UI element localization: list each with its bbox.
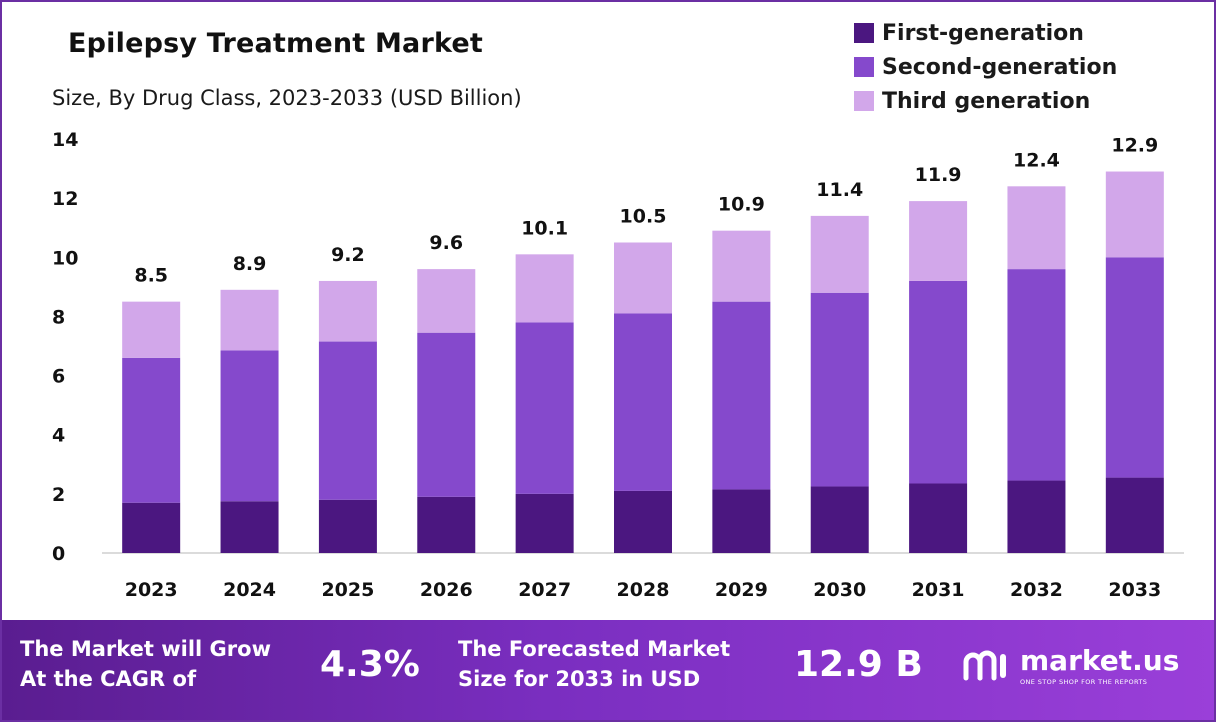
bar-segment-2030-series-1 <box>810 486 869 553</box>
bar-segment-2030-series-3 <box>810 215 869 293</box>
summary-banner: The Market will Grow At the CAGR of 4.3%… <box>2 620 1214 720</box>
total-label-2029: 10.9 <box>718 194 765 216</box>
bar-segment-2023-series-2 <box>122 357 181 503</box>
bar-segment-2024-series-2 <box>220 350 279 502</box>
x-tick-label-2030: 2030 <box>813 579 866 601</box>
bar-segment-2024-series-3 <box>220 289 279 351</box>
bar-segment-2023-series-3 <box>122 301 181 358</box>
legend: First-generation Second-generation Third… <box>854 16 1117 118</box>
stacked-bar-chart: 0 2 4 6 8 10 12 14 8.5 2023 8.9 2024 9.2 2025 9.6 2026 1… <box>52 129 1184 601</box>
bar-segment-2032-series-3 <box>1007 186 1066 270</box>
y-tick-label: 4 <box>52 425 65 447</box>
bar-segment-2033-series-1 <box>1105 477 1164 553</box>
brand-name: market.us <box>1020 644 1180 677</box>
bar-segment-2033-series-3 <box>1105 171 1164 258</box>
brand: market.us ONE STOP SHOP FOR THE REPORTS <box>962 646 1179 686</box>
legend-swatch-third-generation <box>854 91 874 111</box>
bar-segment-2033-series-2 <box>1105 257 1164 478</box>
bar-segment-2026-series-1 <box>417 496 476 553</box>
legend-swatch-first-generation <box>854 23 874 43</box>
bar-segment-2031-series-3 <box>909 201 968 281</box>
bar-segment-2024-series-1 <box>220 501 279 553</box>
bar-segment-2029-series-2 <box>712 301 771 490</box>
brand-text: market.us ONE STOP SHOP FOR THE REPORTS <box>1020 644 1180 687</box>
x-tick-label-2031: 2031 <box>912 579 965 601</box>
legend-swatch-second-generation <box>854 57 874 77</box>
bar-segment-2027-series-3 <box>515 254 574 323</box>
legend-label-second-generation: Second-generation <box>882 54 1118 80</box>
x-tick-label-2032: 2032 <box>1010 579 1063 601</box>
x-tick-label-2029: 2029 <box>715 579 768 601</box>
y-tick-label: 12 <box>52 188 78 210</box>
total-label-2026: 9.6 <box>429 232 463 254</box>
x-tick-label-2024: 2024 <box>223 579 276 601</box>
y-tick-label: 14 <box>52 129 78 151</box>
x-tick-label-2026: 2026 <box>420 579 473 601</box>
x-tick-label-2033: 2033 <box>1108 579 1161 601</box>
bar-segment-2027-series-2 <box>515 322 574 494</box>
total-label-2027: 10.1 <box>521 217 568 239</box>
y-tick-label: 0 <box>52 543 65 565</box>
total-label-2033: 12.9 <box>1111 135 1158 157</box>
bar-segment-2032-series-2 <box>1007 269 1066 481</box>
total-label-2023: 8.5 <box>134 265 168 287</box>
bar-segment-2025-series-1 <box>318 499 377 553</box>
bar-segment-2032-series-1 <box>1007 480 1066 553</box>
bar-segment-2025-series-2 <box>318 341 377 500</box>
y-tick-label: 2 <box>52 484 65 506</box>
bar-segment-2028-series-3 <box>614 242 672 314</box>
cagr-caption-line1: The Market will Grow <box>20 637 271 661</box>
x-tick-label-2027: 2027 <box>518 579 571 601</box>
total-label-2028: 10.5 <box>620 206 667 228</box>
cagr-value: 4.3% <box>320 644 420 685</box>
x-tick-label-2023: 2023 <box>125 579 178 601</box>
bar-segment-2031-series-1 <box>909 483 968 553</box>
bar-segment-2031-series-2 <box>909 280 968 484</box>
chart-subtitle: Size, By Drug Class, 2023-2033 (USD Bill… <box>52 86 522 110</box>
y-tick-label: 8 <box>52 306 65 328</box>
bar-segment-2023-series-1 <box>122 502 181 553</box>
bar-segment-2027-series-1 <box>515 493 574 553</box>
bar-segment-2028-series-2 <box>614 313 672 491</box>
cagr-caption: The Market will Grow At the CAGR of <box>20 634 271 694</box>
legend-item-third-generation: Third generation <box>854 84 1117 118</box>
x-tick-label-2025: 2025 <box>321 579 374 601</box>
total-label-2031: 11.9 <box>915 164 962 186</box>
bar-segment-2028-series-1 <box>614 490 672 553</box>
bar-segment-2029-series-1 <box>712 489 771 553</box>
legend-item-first-generation: First-generation <box>854 16 1117 50</box>
y-tick-label: 10 <box>52 247 78 269</box>
bar-segment-2029-series-3 <box>712 230 771 302</box>
market-us-logo-icon <box>963 650 1006 681</box>
bar-segment-2026-series-3 <box>417 269 476 333</box>
bar-segment-2030-series-2 <box>810 292 869 487</box>
x-tick-label-2028: 2028 <box>617 579 670 601</box>
legend-item-second-generation: Second-generation <box>854 50 1117 84</box>
total-label-2032: 12.4 <box>1013 149 1060 171</box>
bar-segment-2025-series-3 <box>318 280 377 342</box>
chart-title: Epilepsy Treatment Market <box>68 28 484 59</box>
total-label-2030: 11.4 <box>816 179 863 201</box>
forecast-caption-line1: The Forecasted Market <box>458 637 731 661</box>
legend-label-third-generation: Third generation <box>882 88 1091 114</box>
total-label-2024: 8.9 <box>233 253 267 275</box>
bar-segment-2026-series-2 <box>417 332 476 497</box>
total-label-2025: 9.2 <box>331 244 365 266</box>
y-tick-label: 6 <box>52 366 65 388</box>
forecast-value: 12.9 B <box>794 644 923 685</box>
cagr-caption-line2: At the CAGR of <box>20 667 197 691</box>
brand-tagline: ONE STOP SHOP FOR THE REPORTS <box>1020 678 1148 686</box>
forecast-caption: The Forecasted Market Size for 2033 in U… <box>458 634 730 694</box>
legend-label-first-generation: First-generation <box>882 20 1084 46</box>
forecast-caption-line2: Size for 2033 in USD <box>458 667 701 691</box>
